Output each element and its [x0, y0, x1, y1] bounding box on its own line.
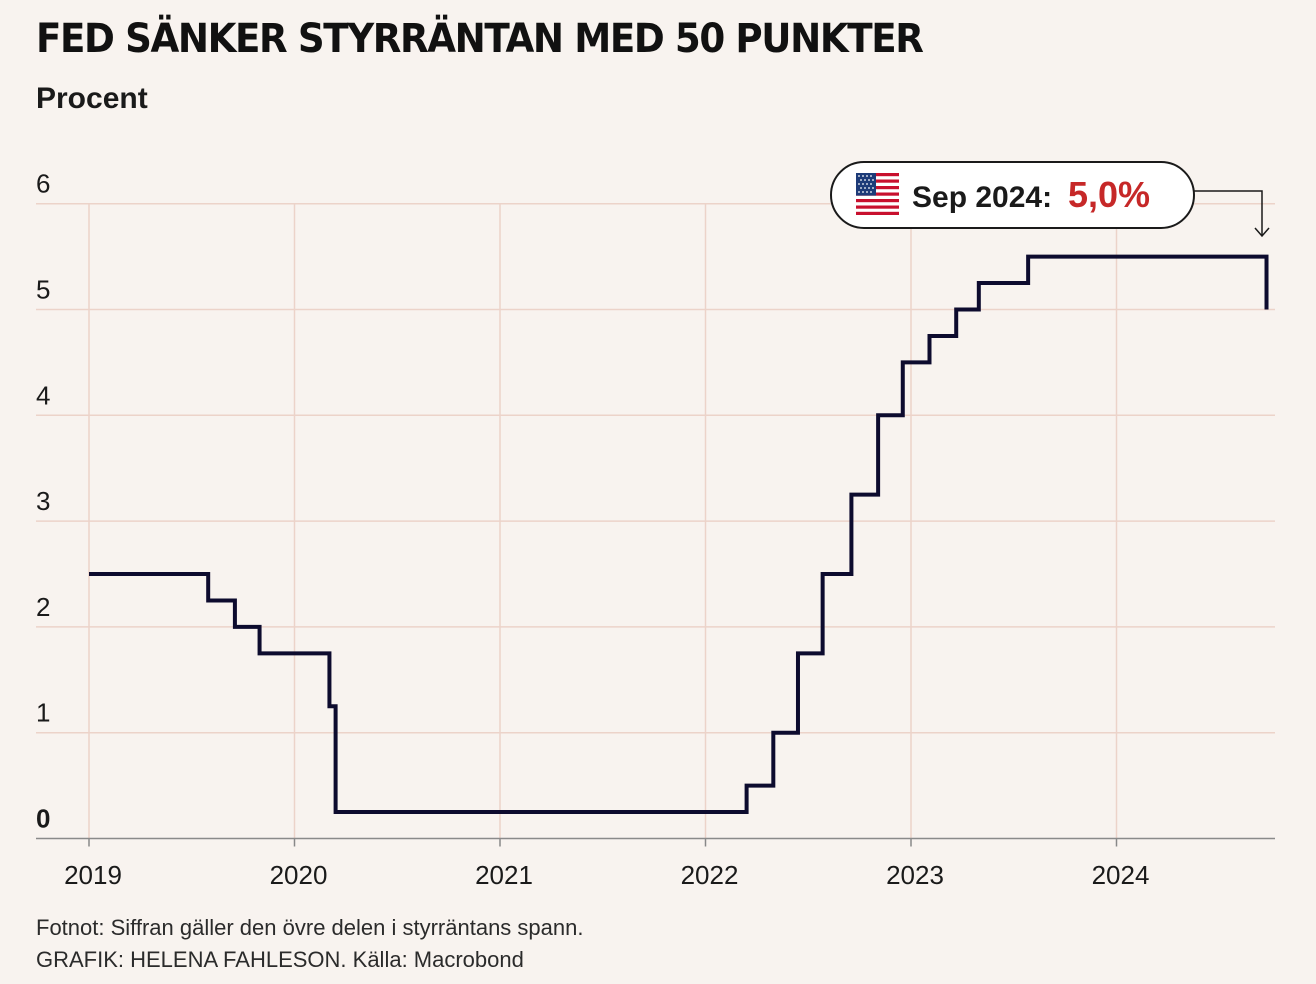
y-tick-label: 6 [36, 169, 50, 199]
x-tick-label: 2023 [886, 860, 944, 890]
x-tick-label: 2024 [1092, 860, 1150, 890]
x-tick-label: 2021 [475, 860, 533, 890]
y-tick-label: 4 [36, 380, 50, 410]
x-tick-label: 2019 [64, 860, 122, 890]
chart-title: FED SÄNKER STYRRÄNTAN MED 50 PUNKTER [36, 16, 924, 62]
y-tick-label: 0 [36, 804, 50, 834]
y-tick-label: 2 [36, 592, 50, 622]
callout-value: 5,0% [1068, 174, 1150, 215]
grid-layer [36, 202, 1275, 839]
callout-arrow-icon [1254, 227, 1270, 238]
series-layer [89, 254, 1269, 815]
footnote-text: Fotnot: Siffran gäller den övre delen i … [36, 915, 584, 940]
callout-box: Sep 2024: 5,0% [830, 161, 1270, 238]
y-tick-label: 1 [36, 698, 50, 728]
source-credit: GRAFIK: HELENA FAHLESON. Källa: Macrobon… [36, 947, 524, 972]
x-tick-label: 2022 [681, 860, 739, 890]
footnote-block: Fotnot: Siffran gäller den övre delen i … [36, 912, 583, 976]
series-line [89, 254, 1269, 815]
chart-subtitle: Procent [36, 82, 148, 115]
axis-layer: 0 1 2 3 4 5 6 2019 2020 2021 2022 2023 2024 [36, 169, 1275, 890]
y-tick-label: 3 [36, 486, 50, 516]
callout-connector [1194, 190, 1263, 235]
callout-label: Sep 2024: [912, 181, 1052, 214]
us-flag-icon [856, 173, 899, 215]
y-tick-label: 5 [36, 275, 50, 305]
x-tick-label: 2020 [270, 860, 328, 890]
callout-background [830, 161, 1195, 229]
